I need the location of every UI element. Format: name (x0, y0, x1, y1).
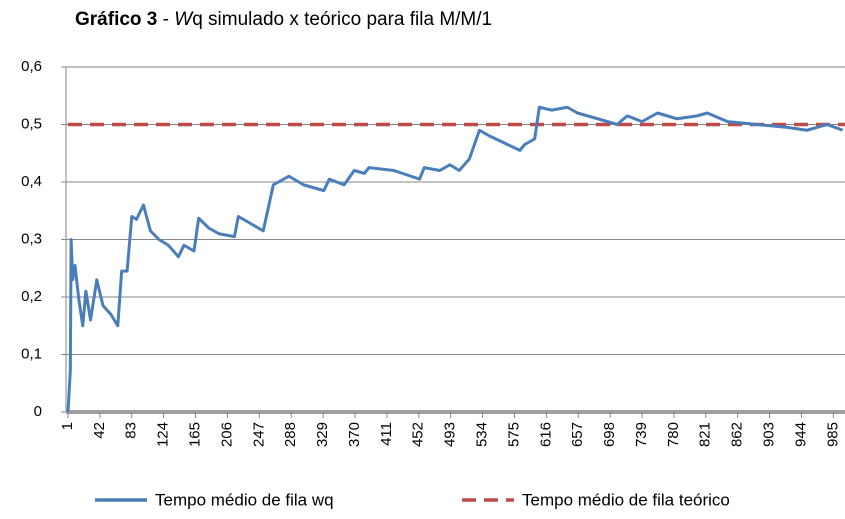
x-tick-label: 42 (91, 422, 108, 439)
y-tick-label: 0,6 (21, 58, 42, 75)
y-tick-label: 0,2 (21, 288, 42, 305)
y-tick-label: 0,1 (21, 345, 42, 362)
x-tick-label: 985 (824, 422, 841, 447)
x-tick-label: 247 (250, 422, 267, 447)
x-tick-label: 329 (314, 422, 331, 447)
x-tick-label: 83 (123, 422, 140, 439)
x-tick-label: 616 (537, 422, 554, 447)
data-line (66, 105, 844, 413)
x-tick-label: 493 (442, 422, 459, 447)
title-part: Gráfico 3 (75, 9, 157, 30)
x-tick-label: 944 (792, 422, 809, 447)
y-tick-label: 0,3 (21, 230, 42, 247)
x-tick-label: 739 (633, 422, 650, 447)
x-tick-label: 698 (601, 422, 618, 447)
x-tick-label: 780 (665, 422, 682, 447)
x-tick-label: 821 (697, 422, 714, 447)
x-tick-label: 862 (729, 422, 746, 447)
chart-title: Gráfico 3 - Wq simulado x teórico para f… (75, 9, 492, 30)
x-tick-label: 288 (282, 422, 299, 447)
legend-label: Tempo médio de fila teórico (522, 490, 730, 509)
legend-label: Tempo médio de fila wq (155, 490, 334, 509)
y-tick-label: 0 (34, 403, 42, 420)
x-tick-label: 1 (59, 422, 76, 430)
x-tick-label: 575 (505, 422, 522, 447)
x-tick-label: 124 (155, 422, 172, 447)
title-part: W (174, 9, 194, 30)
x-tick-label: 903 (761, 422, 778, 447)
x-tick-label: 657 (569, 422, 586, 447)
x-tick-label: 534 (474, 422, 491, 447)
x-tick-label: 165 (187, 422, 204, 447)
x-tick-label: 206 (218, 422, 235, 447)
x-tick-label: 452 (410, 422, 427, 447)
y-tick-label: 0,4 (21, 173, 42, 190)
x-tick-label: 370 (346, 422, 363, 447)
y-tick-label: 0,5 (21, 115, 42, 132)
title-part: - (157, 9, 174, 30)
title-part: q simulado x teórico para fila M/M/1 (192, 9, 492, 30)
x-tick-label: 411 (378, 422, 395, 446)
